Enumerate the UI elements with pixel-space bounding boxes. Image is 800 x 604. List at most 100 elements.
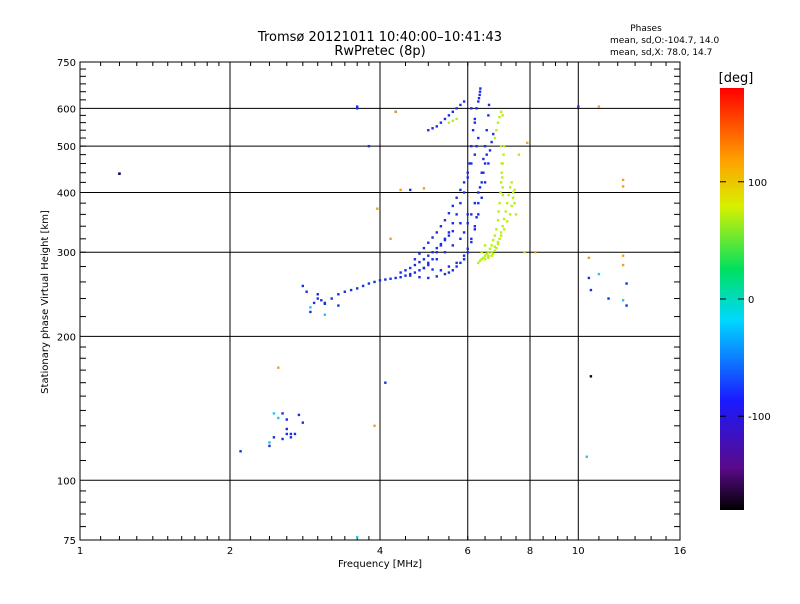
data-point	[427, 128, 430, 132]
y-axis-label: Stationary phase Virtual Height [km]	[40, 210, 51, 394]
data-point	[435, 125, 438, 128]
data-point	[505, 220, 509, 223]
data-point	[435, 275, 438, 278]
data-point	[511, 191, 515, 194]
data-point	[487, 114, 490, 117]
data-point	[427, 254, 430, 257]
data-point	[500, 162, 503, 165]
series-outliers-yellow-orange	[277, 105, 625, 428]
y-tick-label: 500	[57, 142, 76, 153]
data-point	[473, 201, 477, 205]
data-point	[451, 269, 455, 272]
data-point	[513, 188, 516, 192]
colorbar: [deg] 100 0 -100	[719, 71, 771, 510]
data-point	[435, 258, 438, 261]
data-point	[455, 213, 458, 216]
colorbar-ticks: 100 0 -100	[720, 178, 771, 423]
x-tick-label: 10	[572, 546, 585, 557]
data-point	[462, 181, 466, 184]
phases-o-stats: mean, sd,O:-104.7, 14.0	[610, 36, 720, 46]
data-point	[427, 261, 430, 265]
data-point	[625, 282, 628, 285]
data-point	[477, 96, 481, 100]
data-point	[355, 536, 359, 539]
data-point	[496, 240, 500, 244]
data-point	[470, 107, 473, 110]
data-point	[497, 210, 500, 213]
data-point	[477, 213, 480, 216]
data-point	[455, 196, 458, 199]
data-point	[297, 413, 301, 417]
data-point	[496, 242, 500, 246]
data-point	[337, 304, 340, 307]
data-point	[483, 254, 487, 257]
data-point	[447, 265, 451, 268]
data-point	[621, 263, 625, 267]
data-point	[301, 284, 305, 288]
data-point	[482, 171, 485, 174]
data-point	[492, 238, 495, 242]
data-point	[587, 276, 591, 280]
x-tick-labels: 1 2 4 6 8 10 16	[77, 546, 687, 557]
data-point	[361, 284, 365, 288]
data-point	[323, 313, 327, 316]
data-point	[305, 290, 308, 293]
data-point	[585, 455, 588, 458]
y-tick-labels: 75 100 200 300 400 500 600 750	[57, 58, 76, 547]
data-point	[470, 144, 473, 148]
data-point	[316, 297, 319, 300]
data-point	[577, 105, 580, 108]
data-point	[597, 105, 601, 108]
colorbar-unit-label: [deg]	[719, 71, 754, 86]
data-point	[487, 256, 490, 260]
data-point	[373, 424, 376, 428]
data-point	[418, 260, 421, 264]
data-point	[443, 117, 447, 121]
data-point	[499, 234, 503, 237]
data-point	[488, 247, 492, 250]
data-point	[470, 240, 473, 244]
data-point	[621, 185, 625, 188]
data-point	[439, 225, 443, 228]
data-point	[459, 237, 462, 241]
data-point	[418, 252, 421, 255]
data-point	[480, 251, 483, 254]
data-point	[427, 276, 430, 280]
data-point	[589, 375, 593, 378]
data-point	[422, 258, 426, 261]
chart-subtitle: RwPretec (8p)	[334, 44, 425, 59]
data-point	[285, 432, 288, 436]
y-tick-label: 600	[57, 104, 76, 115]
data-point	[330, 297, 333, 300]
data-point	[399, 275, 402, 279]
data-point	[399, 271, 402, 274]
data-point	[422, 266, 426, 270]
axis-ticks	[80, 62, 680, 540]
data-point	[439, 121, 443, 124]
data-point	[427, 263, 430, 267]
data-point	[621, 254, 625, 257]
data-point	[451, 244, 455, 247]
data-point	[479, 87, 482, 90]
data-point	[495, 246, 498, 250]
data-point	[355, 107, 359, 110]
data-point	[466, 213, 469, 216]
data-point	[451, 204, 455, 208]
data-point	[394, 110, 397, 114]
x-tick-label: 4	[377, 546, 383, 557]
data-point	[431, 268, 434, 271]
data-point	[498, 237, 501, 241]
x-tick-label: 16	[674, 546, 687, 557]
x-tick-label: 6	[465, 546, 471, 557]
data-point	[443, 251, 447, 254]
colorbar-tick-label: -100	[748, 412, 771, 423]
data-point	[413, 271, 417, 274]
series-outliers-dark	[118, 172, 593, 378]
data-point	[409, 266, 412, 270]
data-point	[492, 252, 495, 255]
data-point	[482, 256, 485, 260]
data-point	[431, 258, 434, 261]
data-point	[483, 162, 487, 165]
data-point	[485, 128, 488, 132]
data-point	[239, 450, 242, 453]
